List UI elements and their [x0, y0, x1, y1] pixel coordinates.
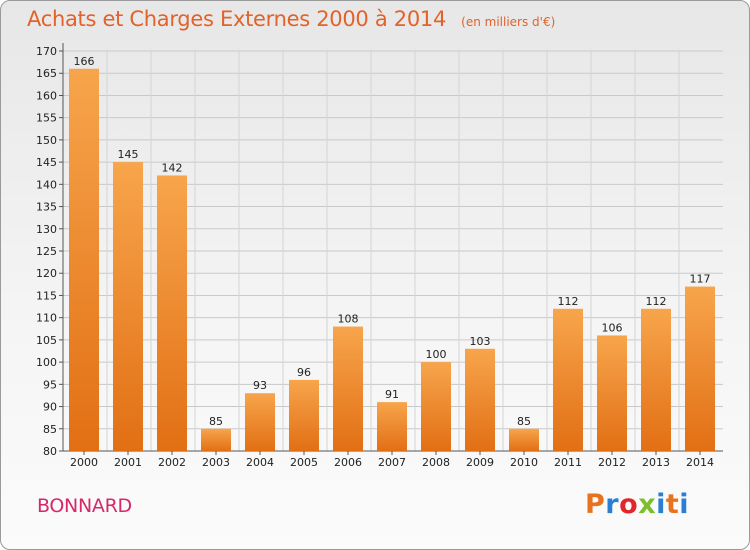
- bar-2006: [333, 326, 363, 451]
- y-tick-label: 160: [36, 89, 57, 102]
- y-tick-label: 120: [36, 267, 57, 280]
- bar-2001: [113, 162, 143, 451]
- data-label-2007: 91: [385, 388, 399, 401]
- logo-letter: r: [605, 489, 620, 520]
- logo-letter: P: [585, 489, 606, 520]
- proxiti-logo[interactable]: Proxiti: [585, 489, 689, 520]
- y-tick-label: 145: [36, 156, 57, 169]
- data-label-2005: 96: [297, 366, 311, 379]
- x-tick-label-2013: 2013: [642, 456, 670, 469]
- y-tick-label: 105: [36, 334, 57, 347]
- x-tick-label-2001: 2001: [114, 456, 142, 469]
- x-tick-label-2004: 2004: [246, 456, 274, 469]
- x-tick-label-2003: 2003: [202, 456, 230, 469]
- data-label-2009: 103: [470, 335, 491, 348]
- title-row: Achats et Charges Externes 2000 à 2014 (…: [27, 7, 555, 31]
- data-label-2000: 166: [74, 55, 95, 68]
- bar-2003: [201, 428, 231, 451]
- bar-2012: [597, 335, 627, 451]
- commune-name: BONNARD: [37, 495, 132, 517]
- y-tick-label: 170: [36, 45, 57, 58]
- x-tick-label-2012: 2012: [598, 456, 626, 469]
- y-tick-label: 135: [36, 201, 57, 214]
- x-tick-label-2000: 2000: [70, 456, 98, 469]
- y-tick-label: 100: [36, 356, 57, 369]
- data-label-2014: 117: [690, 273, 711, 286]
- logo-letter: t: [665, 489, 680, 520]
- bar-2013: [641, 308, 671, 451]
- bars: [69, 68, 715, 452]
- x-tick-label-2008: 2008: [422, 456, 450, 469]
- x-tick-label-2007: 2007: [378, 456, 406, 469]
- bar-2004: [245, 393, 275, 451]
- x-tick-label-2010: 2010: [510, 456, 538, 469]
- bar-2002: [157, 175, 187, 451]
- data-label-2004: 93: [253, 379, 267, 392]
- data-label-2003: 85: [209, 415, 223, 428]
- data-label-2010: 85: [517, 415, 531, 428]
- bar-2008: [421, 362, 451, 451]
- y-tick-label: 125: [36, 245, 57, 258]
- bar-2005: [289, 379, 319, 451]
- bar-2000: [69, 68, 99, 452]
- y-tick-label: 165: [36, 67, 57, 80]
- bar-2007: [377, 402, 407, 451]
- labels: 166 145 142 85 93 96 108 91 100 103 85 112 106 112 117: [74, 55, 711, 428]
- x-tick-label-2009: 2009: [466, 456, 494, 469]
- y-tick-label: 85: [43, 423, 57, 436]
- x-tick-label-2005: 2005: [290, 456, 318, 469]
- bar-2011: [553, 308, 583, 451]
- y-tick-label: 90: [43, 401, 57, 414]
- bar-2010: [509, 428, 539, 451]
- y-tick-label: 150: [36, 134, 57, 147]
- x-tick-label-2006: 2006: [334, 456, 362, 469]
- bar-2014: [685, 286, 715, 451]
- x-tick-label-2014: 2014: [686, 456, 714, 469]
- axes: 80 85 90 95 100 105 110 115 120 125 130 135 140 145 15…: [36, 43, 723, 469]
- data-label-2012: 106: [602, 321, 623, 334]
- data-label-2011: 112: [558, 295, 579, 308]
- y-tick-label: 115: [36, 289, 57, 302]
- y-tick-label: 155: [36, 112, 57, 125]
- data-label-2006: 108: [338, 313, 359, 326]
- data-label-2002: 142: [162, 161, 183, 174]
- bar-2009: [465, 348, 495, 451]
- y-tick-label: 110: [36, 312, 57, 325]
- data-label-2008: 100: [426, 348, 447, 361]
- logo-letter: o: [619, 489, 639, 520]
- logo-letter: i: [656, 489, 666, 520]
- y-tick-label: 95: [43, 378, 57, 391]
- y-tick-label: 140: [36, 178, 57, 191]
- logo-letter: i: [679, 489, 690, 520]
- x-tick-label-2011: 2011: [554, 456, 582, 469]
- data-label-2013: 112: [646, 295, 667, 308]
- y-tick-label: 80: [43, 445, 57, 458]
- y-tick-label: 130: [36, 223, 57, 236]
- chart-title: Achats et Charges Externes 2000 à 2014: [27, 7, 447, 31]
- data-label-2001: 145: [118, 148, 139, 161]
- chart-unit: (en milliers d'€): [461, 15, 556, 29]
- x-tick-label-2002: 2002: [158, 456, 186, 469]
- logo-letter: x: [638, 489, 657, 520]
